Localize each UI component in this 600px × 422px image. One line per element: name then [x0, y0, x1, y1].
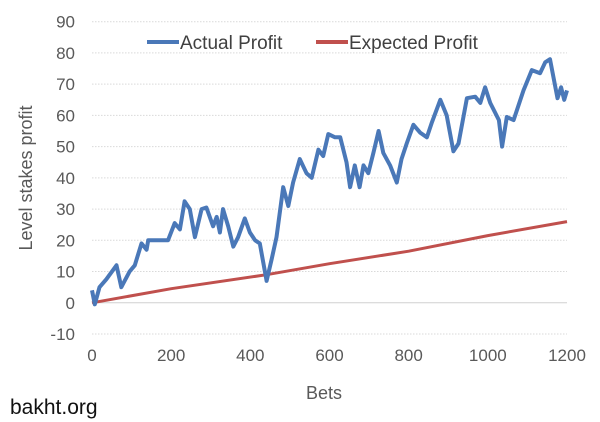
y-axis-title: Level stakes profit: [16, 105, 36, 250]
legend-label: Expected Profit: [349, 33, 479, 54]
y-tick-label: 0: [66, 294, 75, 313]
y-tick-label: 20: [56, 231, 75, 250]
x-axis-title: Bets: [306, 383, 342, 403]
watermark: bakht.org: [10, 396, 98, 419]
x-tick-label: 400: [236, 346, 264, 365]
x-tick-label: 600: [315, 346, 343, 365]
x-tick-label: 1000: [469, 346, 507, 365]
x-tick-label: 200: [157, 346, 185, 365]
y-tick-label: 70: [56, 75, 75, 94]
legend: Actual Profit Expected Profit: [147, 33, 479, 54]
y-tick-label: -10: [50, 325, 75, 344]
y-tick-label: 80: [56, 44, 75, 63]
legend-label: Actual Profit: [180, 33, 283, 54]
x-tick-label: 0: [87, 346, 96, 365]
y-tick-label: 10: [56, 263, 75, 282]
y-tick-label: 40: [56, 169, 75, 188]
y-tick-label: 90: [56, 13, 75, 32]
x-tick-label: 1200: [548, 346, 586, 365]
y-tick-label: 30: [56, 200, 75, 219]
y-tick-label: 60: [56, 106, 75, 125]
expected-profit-line: [91, 220, 568, 305]
actual-profit-line: [90, 57, 569, 307]
y-tick-label: 50: [56, 138, 75, 157]
x-tick-label: 800: [394, 346, 422, 365]
